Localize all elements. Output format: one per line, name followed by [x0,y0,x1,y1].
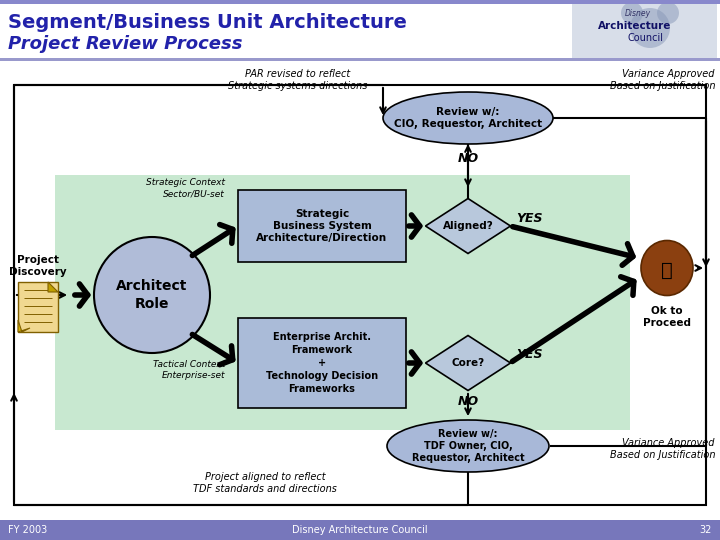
Text: Council: Council [627,33,663,43]
Text: Strategic
Business System
Architecture/Direction: Strategic Business System Architecture/D… [256,208,387,244]
Text: Aligned?: Aligned? [443,221,493,231]
Text: YES: YES [516,212,542,225]
Text: Review w/:
CIO, Requestor, Architect: Review w/: CIO, Requestor, Architect [394,107,542,129]
Text: Project Review Process: Project Review Process [8,35,243,53]
Bar [0,0,720,4]
Bar [238,190,406,262]
Ellipse shape [383,92,553,144]
Circle shape [630,8,670,48]
Text: NO: NO [457,395,479,408]
Text: Strategic Context
Sector/BU-set: Strategic Context Sector/BU-set [146,178,225,198]
Text: FY 2003: FY 2003 [8,525,48,535]
Ellipse shape [641,240,693,295]
Text: Project aligned to reflect
TDF standards and directions: Project aligned to reflect TDF standards… [193,472,337,495]
Text: Variance Approved
Based on Justification: Variance Approved Based on Justification [610,69,715,91]
Bar [0,520,720,540]
Text: Architecture: Architecture [598,21,672,31]
Circle shape [94,237,210,353]
Bar [18,282,58,332]
Text: 32: 32 [700,525,712,535]
Text: Core?: Core? [451,358,485,368]
Text: NO: NO [457,152,479,165]
Polygon shape [426,199,510,253]
Ellipse shape [387,420,549,472]
Text: PAR revised to reflect
Strategic systems directions: PAR revised to reflect Strategic systems… [228,69,368,91]
Text: Disney: Disney [625,10,651,18]
Text: Enterprise Archit.
Framework
+
Technology Decision
Frameworks: Enterprise Archit. Framework + Technolog… [266,333,378,394]
Text: Variance Approved
Based on Justification: Variance Approved Based on Justification [610,438,715,461]
Bar [238,318,406,408]
Circle shape [657,2,679,24]
Bar [0,58,720,61]
Text: Ok to
Proceed: Ok to Proceed [643,306,691,328]
Bar [55,175,630,430]
Polygon shape [18,320,30,332]
Text: Project
Discovery: Project Discovery [9,255,67,276]
Bar [572,2,717,58]
Text: Architect
Role: Architect Role [117,279,188,311]
Circle shape [621,2,643,24]
Bar [14,85,706,505]
Polygon shape [426,335,510,390]
Text: Tactical Context
Enterprise-set: Tactical Context Enterprise-set [153,360,225,380]
Text: 👍: 👍 [661,260,673,280]
Text: YES: YES [516,348,542,361]
Text: Review w/:
TDF Owner, CIO,
Requestor, Architect: Review w/: TDF Owner, CIO, Requestor, Ar… [412,429,524,463]
Polygon shape [48,282,58,292]
Text: Segment/Business Unit Architecture: Segment/Business Unit Architecture [8,12,407,31]
Text: Disney Architecture Council: Disney Architecture Council [292,525,428,535]
